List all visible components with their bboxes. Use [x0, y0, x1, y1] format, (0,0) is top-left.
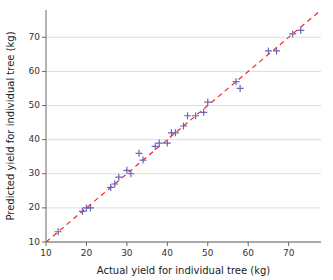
- point: [265, 47, 272, 54]
- point: [192, 112, 199, 119]
- tick-label: 10: [40, 248, 52, 258]
- x-axis-line: [46, 242, 321, 243]
- point: [297, 27, 304, 34]
- point: [87, 204, 94, 211]
- grid-line: [46, 71, 321, 72]
- point: [140, 157, 147, 164]
- grid-line: [46, 173, 321, 174]
- tick-label: 40: [162, 248, 174, 258]
- tick-mark: [86, 242, 87, 246]
- point: [136, 150, 143, 157]
- tick-mark: [207, 242, 208, 246]
- tick-mark: [288, 242, 289, 246]
- point: [204, 99, 211, 106]
- chart: 10 20 30 40 50 60 70 10 20 30 40 50 60 70 Actual yield…: [0, 0, 333, 280]
- point: [79, 208, 86, 215]
- tick-label: 30: [121, 248, 133, 258]
- grid-line: [46, 139, 321, 140]
- grid-line: [46, 242, 321, 243]
- tick-mark: [248, 242, 249, 246]
- y-axis-line: [46, 10, 47, 242]
- point: [273, 47, 280, 54]
- tick-mark: [167, 242, 168, 246]
- point: [237, 85, 244, 92]
- point: [289, 30, 296, 37]
- point: [184, 112, 191, 119]
- tick-label: 10: [29, 237, 41, 247]
- grid-line: [46, 105, 321, 106]
- point: [107, 184, 114, 191]
- tick-label: 70: [29, 32, 41, 42]
- tick-mark: [42, 242, 46, 243]
- tick-label: 50: [29, 100, 41, 110]
- point: [127, 170, 134, 177]
- point: [111, 181, 118, 188]
- point: [180, 123, 187, 130]
- axes: 10 20 30 40 50 60 70 10 20 30 40 50 60 70: [29, 10, 321, 258]
- tick-mark: [42, 207, 46, 208]
- tick-mark: [42, 139, 46, 140]
- tick-label: 60: [242, 248, 254, 258]
- tick-mark: [42, 173, 46, 174]
- reference-line: [46, 10, 321, 242]
- tick-mark: [126, 242, 127, 246]
- tick-label: 30: [29, 168, 41, 178]
- tick-mark: [42, 37, 46, 38]
- point: [123, 167, 130, 174]
- tick-label: 60: [29, 66, 41, 76]
- point: [233, 78, 240, 85]
- tick-label: 20: [29, 202, 41, 212]
- tick-label: 40: [29, 134, 41, 144]
- point: [55, 228, 62, 235]
- tick-mark: [42, 71, 46, 72]
- point: [156, 140, 163, 147]
- tick-label: 20: [81, 248, 93, 258]
- x-axis-label: Actual yield for individual tree (kg): [97, 265, 271, 276]
- tick-mark: [46, 242, 47, 246]
- point: [152, 143, 159, 150]
- point: [200, 109, 207, 116]
- y-axis-label: Predicted yield for individual tree (kg): [5, 31, 16, 220]
- point: [164, 140, 171, 147]
- plot-area: [46, 10, 321, 242]
- tick-label: 50: [202, 248, 214, 258]
- point: [172, 129, 179, 136]
- grid-line: [46, 37, 321, 38]
- tick-label: 70: [283, 248, 295, 258]
- point: [115, 174, 122, 181]
- tick-mark: [42, 105, 46, 106]
